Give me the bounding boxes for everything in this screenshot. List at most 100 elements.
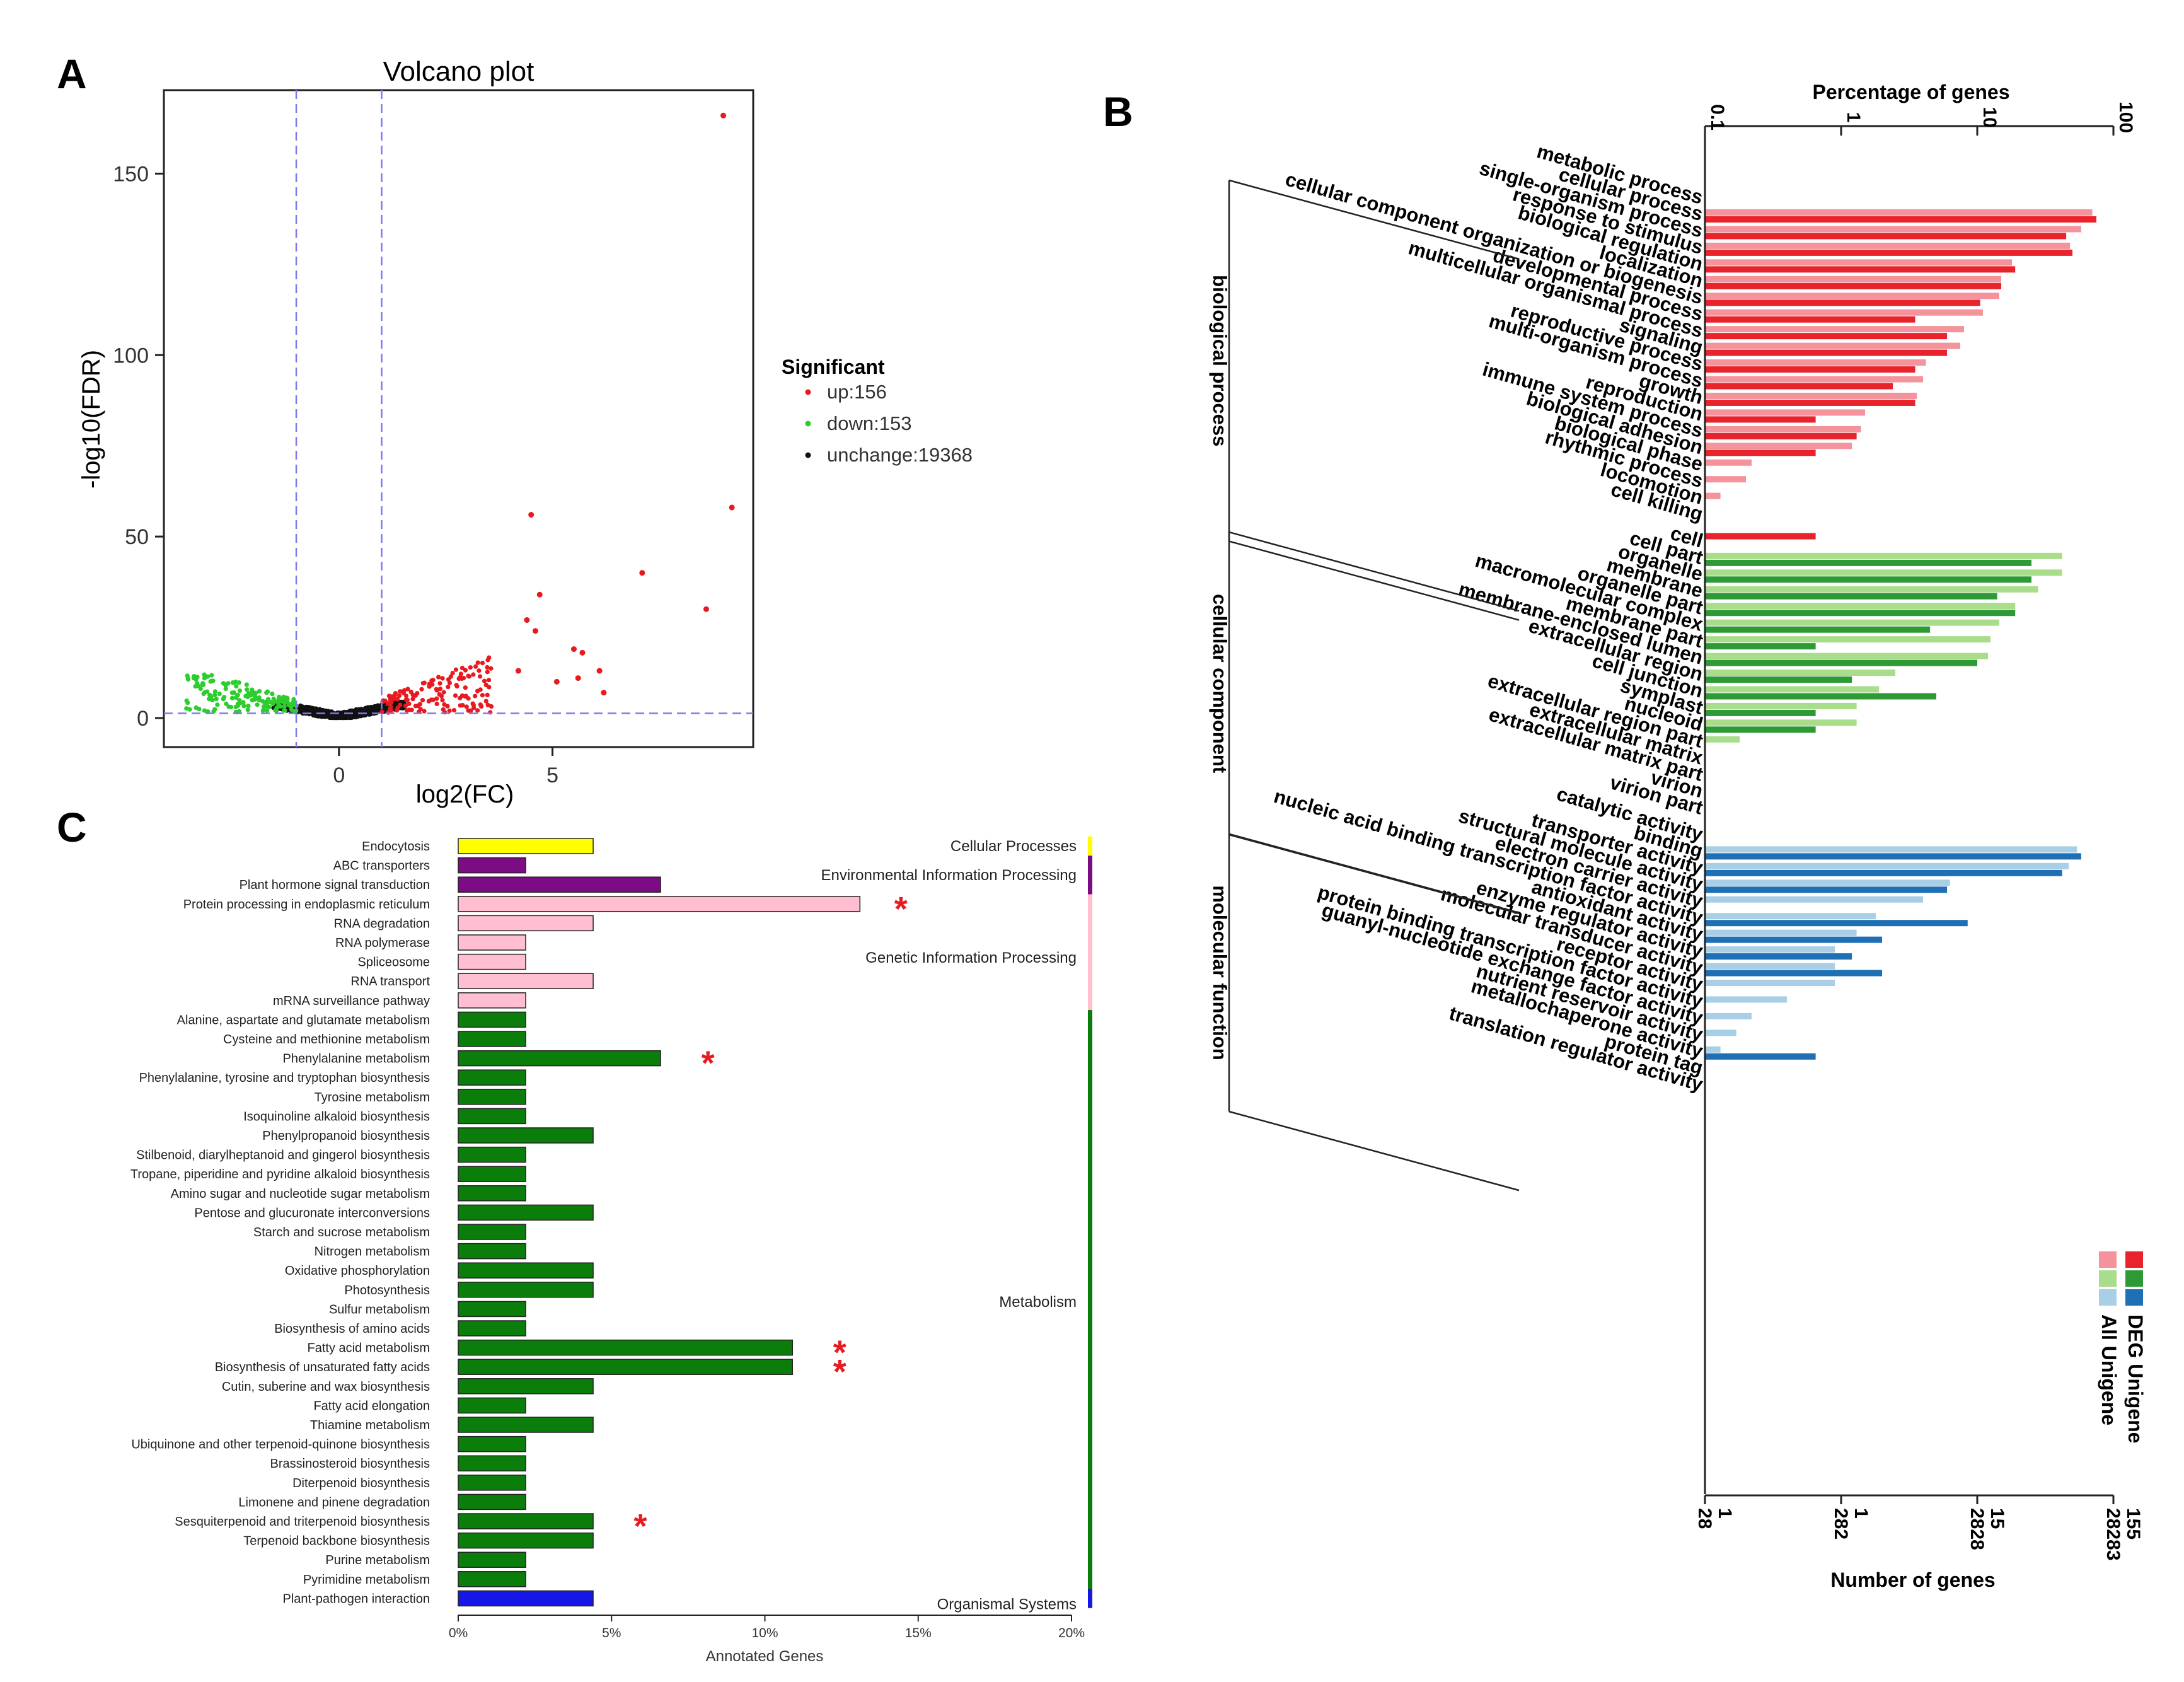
down-point xyxy=(236,680,241,685)
bar-deg-unigene xyxy=(1705,659,1977,666)
down-point xyxy=(241,704,246,709)
bar-all-unigene xyxy=(1705,476,1747,483)
panel-b-label: B xyxy=(1103,88,1133,135)
top-axis-title: Percentage of genes xyxy=(1813,81,2010,103)
bar-deg-unigene xyxy=(1705,610,2016,617)
bar-all-unigene xyxy=(1705,996,1788,1003)
bar-deg-unigene xyxy=(1705,383,1893,390)
up-point xyxy=(454,683,459,689)
down-point xyxy=(226,704,231,709)
up-point xyxy=(639,570,645,576)
up-point xyxy=(379,709,384,714)
y-tick-label: 50 xyxy=(125,525,149,549)
category-strip xyxy=(1088,1010,1092,1589)
bar-deg-unigene xyxy=(1705,333,1948,340)
pathway-label: Sesquiterpenoid and triterpenoid biosynt… xyxy=(175,1515,430,1529)
up-point xyxy=(408,689,413,695)
down-point xyxy=(195,675,200,680)
up-point xyxy=(463,685,468,690)
up-point xyxy=(451,707,457,713)
down-point xyxy=(250,687,255,692)
down-point xyxy=(257,688,262,694)
down-point xyxy=(248,693,253,698)
legend-swatch-deg xyxy=(2125,1251,2143,1268)
up-point xyxy=(404,708,410,713)
y-tick-label: 0 xyxy=(137,707,149,731)
bar-all-unigene xyxy=(1705,426,1861,432)
up-point xyxy=(440,697,445,703)
category-strip xyxy=(1088,836,1092,856)
up-point xyxy=(407,701,412,707)
down-point xyxy=(202,690,207,695)
down-point xyxy=(212,707,217,712)
bar-deg-unigene xyxy=(1705,920,1968,927)
pathway-bar xyxy=(458,953,526,970)
down-point xyxy=(241,700,246,705)
significance-star: * xyxy=(702,1045,715,1082)
bottom-axis-title: Number of genes xyxy=(1830,1569,1995,1591)
up-point xyxy=(601,690,607,696)
up-point xyxy=(579,649,586,656)
bar-deg-unigene xyxy=(1705,886,1948,893)
bar-deg-unigene xyxy=(1705,559,2031,566)
pathway-bar xyxy=(458,992,526,1009)
down-point xyxy=(187,707,192,712)
bar-all-unigene xyxy=(1705,443,1852,450)
pathway-bar xyxy=(458,1571,526,1587)
up-point xyxy=(445,704,450,709)
legend-swatch-deg xyxy=(2125,1289,2143,1306)
bar-deg-unigene xyxy=(1705,970,1883,977)
bar-all-unigene xyxy=(1705,359,1926,366)
pathway-label: Fatty acid elongation xyxy=(313,1399,430,1413)
bar-all-unigene xyxy=(1705,896,1924,903)
category-strip xyxy=(1088,894,1092,1011)
bar-all-unigene xyxy=(1705,459,1752,466)
legend-swatch-all xyxy=(2099,1289,2117,1306)
legend-swatch-all xyxy=(2099,1270,2117,1287)
up-point xyxy=(447,708,452,713)
pathway-label: mRNA surveillance pathway xyxy=(273,994,430,1008)
up-point xyxy=(405,687,410,692)
category-label: Environmental Information Processing xyxy=(821,867,1077,884)
legend-marker-unchange xyxy=(805,452,811,458)
pathway-label: Alanine, aspartate and glutamate metabol… xyxy=(177,1013,430,1027)
pathway-bar xyxy=(458,1475,526,1491)
up-point xyxy=(389,700,394,705)
bar-all-unigene xyxy=(1705,979,1835,986)
up-point xyxy=(403,703,408,709)
bar-all-unigene xyxy=(1705,226,2081,233)
category-label: Genetic Information Processing xyxy=(865,949,1077,966)
bar-all-unigene xyxy=(1705,259,2013,266)
bar-all-unigene xyxy=(1705,636,1990,643)
bottom-tick-label-all: 28283 xyxy=(2103,1508,2123,1560)
bar-all-unigene xyxy=(1705,492,1721,499)
legend-label-down: down:153 xyxy=(827,412,911,434)
down-point xyxy=(234,683,239,689)
down-point xyxy=(245,707,250,712)
pathway-label: Biosynthesis of amino acids xyxy=(274,1322,430,1336)
bar-all-unigene xyxy=(1705,569,2062,576)
up-point xyxy=(458,671,464,676)
pathway-bar xyxy=(458,1224,526,1240)
pathway-bar xyxy=(458,1243,526,1260)
bar-all-unigene xyxy=(1705,392,1917,399)
up-point xyxy=(422,709,427,714)
pathway-bar xyxy=(458,1320,526,1337)
up-point xyxy=(473,664,478,669)
bar-all-unigene xyxy=(1705,702,1857,709)
bar-deg-unigene xyxy=(1705,399,1915,406)
top-tick-label: 100 xyxy=(2115,102,2136,133)
legend-label-unchange: unchange:19368 xyxy=(827,444,973,466)
significance-star: * xyxy=(634,1507,647,1545)
down-point xyxy=(185,676,190,681)
bar-all-unigene xyxy=(1705,326,1965,333)
kegg-pathway-chart: Endocytosis Cellular Processes ABC transpo… xyxy=(130,836,1092,1665)
plot-frame xyxy=(163,89,754,748)
up-point xyxy=(440,676,445,681)
pathway-label: Ubiquinone and other terpenoid-quinone b… xyxy=(131,1438,430,1452)
legend-label-all: All Unigene xyxy=(2098,1314,2120,1425)
down-point xyxy=(202,672,207,677)
bar-all-unigene xyxy=(1705,552,2062,559)
up-point xyxy=(485,692,490,698)
category-label: Metabolism xyxy=(999,1294,1077,1311)
